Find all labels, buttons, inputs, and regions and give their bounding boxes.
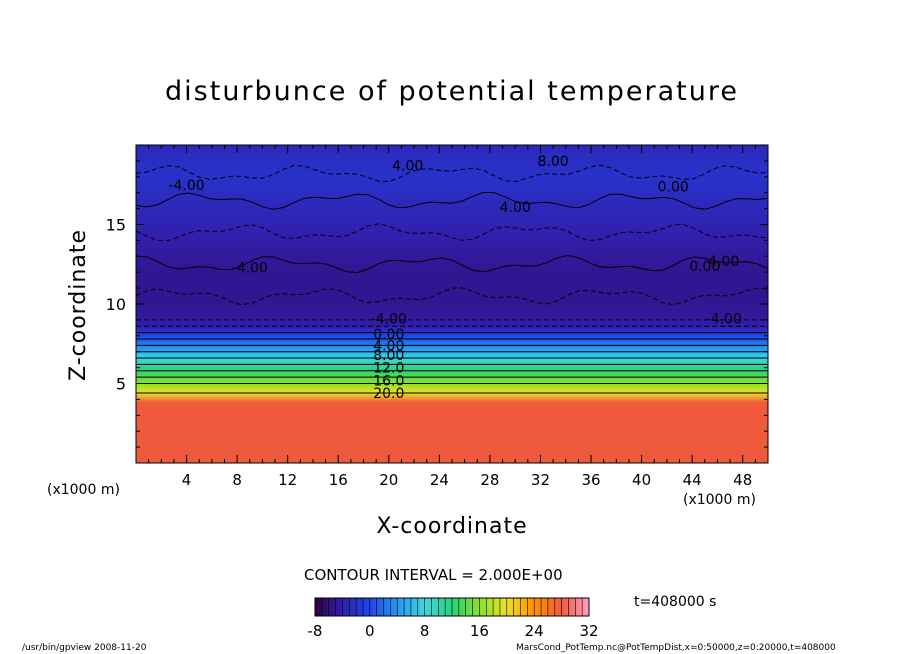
contour-label: -4.00 bbox=[168, 178, 204, 194]
contour-label: -4.00 bbox=[371, 311, 407, 327]
contour-interval-text: CONTOUR INTERVAL = 2.000E+00 bbox=[304, 566, 563, 584]
contour-label: 4.00 bbox=[392, 159, 423, 175]
x-axis-label: X-coordinate bbox=[376, 514, 528, 539]
contour-line bbox=[135, 223, 769, 242]
x-tick-label: 24 bbox=[430, 471, 449, 489]
x-tick-label: 44 bbox=[683, 471, 702, 489]
y-tick-label: 10 bbox=[106, 295, 126, 314]
x-tick-label: 20 bbox=[379, 471, 398, 489]
contour-label: 4.00 bbox=[500, 200, 531, 216]
colorbar-tick-label: 16 bbox=[470, 622, 489, 640]
x-tick-label: 40 bbox=[632, 471, 651, 489]
x-tick-label: 28 bbox=[480, 471, 499, 489]
y-tick-label: 5 bbox=[116, 375, 126, 394]
footer-left: /usr/bin/gpview 2008-11-20 bbox=[22, 643, 147, 653]
colorbar-tick-label: 8 bbox=[420, 622, 430, 640]
x-tick-label: 8 bbox=[232, 471, 242, 489]
colorbar-tick-label: 32 bbox=[579, 622, 598, 640]
contour-label: 0.00 bbox=[373, 327, 404, 343]
x-unit-label-right: (x1000 m) bbox=[683, 492, 756, 508]
colorbar-tick-label: 0 bbox=[365, 622, 375, 640]
colorbar-tick-label: -8 bbox=[308, 622, 323, 640]
contour-label: 0.00 bbox=[658, 179, 689, 195]
contour-label: -4.00 bbox=[232, 260, 268, 276]
y-tick-label: 15 bbox=[106, 216, 126, 235]
contour-label: 20.0 bbox=[373, 386, 404, 402]
contour-label: 16.0 bbox=[373, 373, 404, 389]
x-tick-label: 48 bbox=[733, 471, 752, 489]
contour-label: -4.00 bbox=[706, 311, 742, 327]
contour-line bbox=[135, 287, 769, 306]
contour-line bbox=[135, 254, 769, 274]
heatmap-field bbox=[136, 145, 768, 463]
contour-label: 0.00 bbox=[689, 259, 720, 275]
contour-label: 8.00 bbox=[373, 348, 404, 364]
chart-title: disturbunce of potential temperature bbox=[165, 76, 739, 107]
x-tick-label: 32 bbox=[531, 471, 550, 489]
colorbar: -8 0 8 16 24 32 bbox=[308, 597, 599, 640]
x-unit-label-left: (x1000 m) bbox=[47, 482, 120, 498]
x-tick-label: 4 bbox=[182, 471, 192, 489]
x-tick-label: 36 bbox=[581, 471, 600, 489]
contour-line bbox=[135, 164, 769, 183]
contour-label: 4.00 bbox=[708, 254, 739, 270]
footer-right: MarsCond_PotTemp.nc@PotTempDist,x=0:5000… bbox=[516, 643, 836, 653]
plot-area: 20.016.012.08.004.000.00-4.00 -4.00-4.00 0… bbox=[106, 144, 769, 489]
contour-label: 8.00 bbox=[538, 154, 569, 170]
contour-line bbox=[135, 191, 769, 210]
x-tick-label: 12 bbox=[278, 471, 297, 489]
x-tick-label: 16 bbox=[329, 471, 348, 489]
time-label: t=408000 s bbox=[634, 594, 717, 610]
colorbar-tick-label: 24 bbox=[525, 622, 544, 640]
contour-label: 12.0 bbox=[373, 361, 404, 377]
contour-label: 4.00 bbox=[373, 338, 404, 354]
